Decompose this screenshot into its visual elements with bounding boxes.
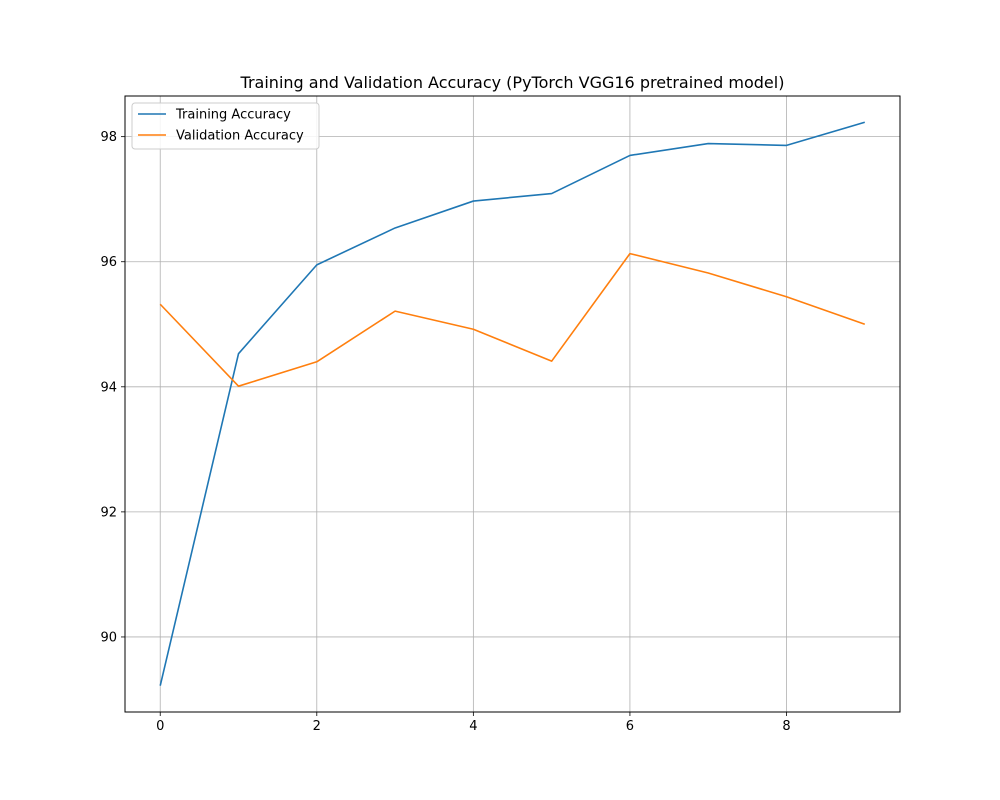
x-tick-label: 0 — [156, 719, 164, 734]
legend-box — [131, 102, 320, 150]
y-tick-label: 98 — [100, 130, 117, 145]
legend: Training Accuracy Validation Accuracy — [131, 102, 320, 150]
x-tick-label: 4 — [469, 719, 477, 734]
plot-area-frame — [124, 95, 901, 713]
series-line-training-accuracy — [159, 121, 865, 686]
axis-ticks: 0 2 4 6 8 90 92 94 96 98 — [100, 130, 790, 734]
x-tick-label: 2 — [313, 719, 321, 734]
legend-label: Training Accuracy — [175, 108, 291, 123]
series-lines — [159, 121, 866, 686]
series-line-validation-accuracy — [159, 252, 866, 387]
y-tick-label: 90 — [100, 630, 117, 645]
chart-title: Training and Validation Accuracy (PyTorc… — [240, 73, 785, 92]
x-tick-label: 6 — [626, 719, 634, 734]
grid — [125, 96, 900, 712]
legend-label: Validation Accuracy — [176, 129, 304, 144]
x-tick-label: 8 — [782, 719, 790, 734]
y-tick-label: 94 — [100, 380, 117, 395]
y-tick-label: 92 — [100, 505, 117, 520]
y-tick-label: 96 — [100, 255, 117, 270]
